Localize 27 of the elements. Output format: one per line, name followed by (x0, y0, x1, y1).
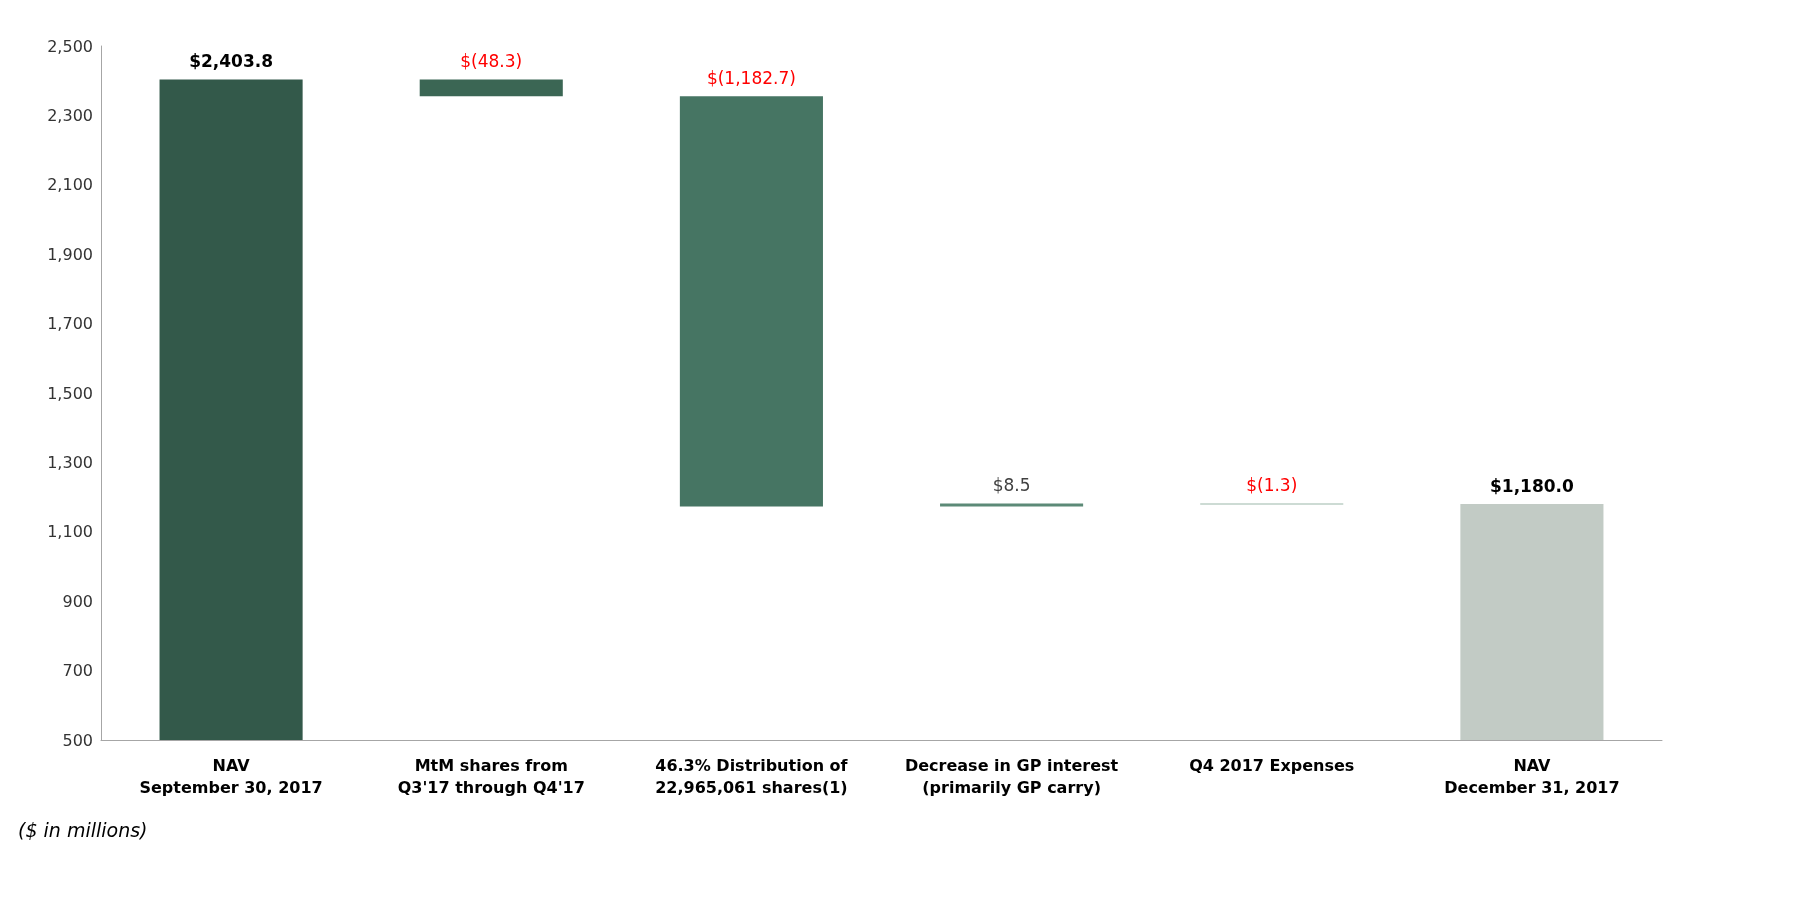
x-tick-label: Decrease in GP interest (primarily GP carry) (904, 755, 1119, 797)
bar (679, 96, 823, 507)
y-tick-label: 1,300 (47, 452, 93, 472)
bar (940, 503, 1084, 507)
x-tick-label: Q4 2017 Expenses (1189, 755, 1355, 775)
x-tick-label: NAV December 31, 2017 (1444, 755, 1620, 797)
y-tick-label: 900 (62, 591, 93, 611)
data-label: $(48.3) (460, 50, 523, 71)
data-label: $1,180.0 (1489, 475, 1575, 496)
y-tick-label: 2,500 (47, 36, 93, 56)
x-tick-label: 46.3% Distribution of 22,965,061 shares(1) (655, 755, 849, 797)
data-label: $(1,182.7) (706, 67, 796, 88)
y-tick-label: 2,300 (47, 105, 93, 125)
y-tick-label: 2,100 (47, 175, 93, 195)
data-label: $2,403.8 (189, 50, 274, 71)
bar (419, 79, 563, 97)
y-tick-label: 1,500 (47, 383, 93, 403)
y-tick-label: 1,900 (47, 244, 93, 264)
y-tick-label: 1,700 (47, 314, 93, 334)
y-tick-label: 1,100 (47, 522, 93, 542)
text: ($ in millions) (18, 818, 148, 841)
x-tick-label: MtM shares from Q3'17 through Q4'17 (397, 755, 585, 797)
y-tick-label: 700 (62, 661, 93, 681)
data-label: $8.5 (992, 475, 1031, 496)
x-tick-label: NAV September 30, 2017 (139, 755, 323, 797)
data-label: $(1.3) (1246, 475, 1298, 496)
y-tick-label: 500 (62, 730, 93, 750)
